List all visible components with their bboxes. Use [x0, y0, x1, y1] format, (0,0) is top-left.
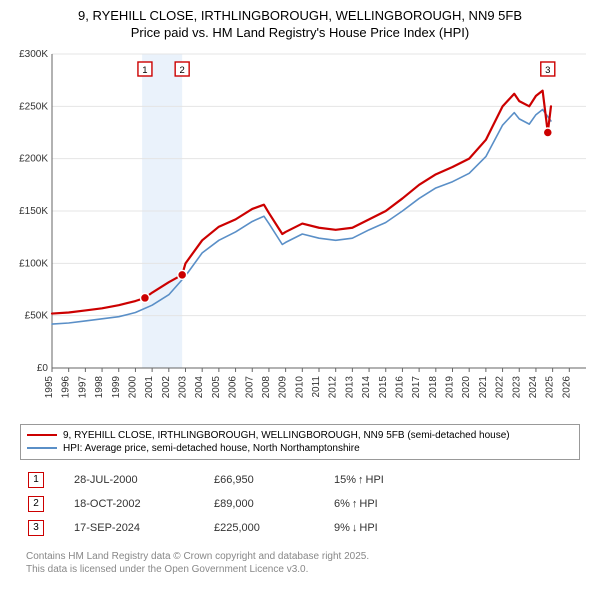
footer-attribution: Contains HM Land Registry data © Crown c…: [26, 550, 590, 576]
marker-number-box: 3: [28, 520, 44, 536]
svg-text:£300K: £300K: [19, 49, 48, 60]
svg-text:2004: 2004: [194, 375, 205, 398]
legend-item: HPI: Average price, semi-detached house,…: [27, 442, 573, 455]
svg-text:2018: 2018: [428, 375, 439, 398]
svg-text:2008: 2008: [261, 375, 272, 398]
footer-line-1: Contains HM Land Registry data © Crown c…: [26, 550, 590, 563]
marker-row: 3 17-SEP-2024 £225,000 9% ↓ HPI: [20, 516, 580, 540]
svg-text:2016: 2016: [394, 375, 405, 398]
marker-row: 1 28-JUL-2000 £66,950 15% ↑ HPI: [20, 468, 580, 492]
svg-text:2011: 2011: [311, 375, 322, 397]
marker-number-box: 2: [28, 496, 44, 512]
svg-text:2022: 2022: [495, 375, 506, 398]
svg-text:2020: 2020: [461, 375, 472, 398]
marker-price: £225,000: [214, 522, 304, 534]
title-line-2: Price paid vs. HM Land Registry's House …: [10, 25, 590, 42]
svg-text:1997: 1997: [77, 375, 88, 398]
marker-date: 28-JUL-2000: [74, 474, 184, 486]
svg-text:2019: 2019: [445, 375, 456, 398]
title-line-1: 9, RYEHILL CLOSE, IRTHLINGBOROUGH, WELLI…: [10, 8, 590, 25]
marker-date: 17-SEP-2024: [74, 522, 184, 534]
sale-marker-table: 1 28-JUL-2000 £66,950 15% ↑ HPI 2 18-OCT-2002…: [20, 468, 580, 540]
svg-text:2010: 2010: [294, 375, 305, 398]
svg-text:2014: 2014: [361, 375, 372, 398]
marker-row: 2 18-OCT-2002 £89,000 6% ↑ HPI: [20, 492, 580, 516]
svg-text:2026: 2026: [561, 375, 572, 398]
svg-text:1998: 1998: [94, 375, 105, 398]
legend-label: 9, RYEHILL CLOSE, IRTHLINGBOROUGH, WELLI…: [63, 430, 510, 441]
svg-text:2017: 2017: [411, 375, 422, 398]
svg-text:2009: 2009: [278, 375, 289, 398]
svg-text:2015: 2015: [378, 375, 389, 398]
marker-price: £89,000: [214, 498, 304, 510]
legend-swatch: [27, 447, 57, 449]
marker-pct: 9% ↓ HPI: [334, 522, 378, 534]
svg-text:£50K: £50K: [25, 310, 49, 321]
marker-price: £66,950: [214, 474, 304, 486]
svg-text:2012: 2012: [328, 375, 339, 398]
legend: 9, RYEHILL CLOSE, IRTHLINGBOROUGH, WELLI…: [20, 424, 580, 460]
svg-text:2006: 2006: [228, 375, 239, 398]
footer-line-2: This data is licensed under the Open Gov…: [26, 563, 590, 576]
svg-text:2005: 2005: [211, 375, 222, 398]
chart-area: £0 £50K £100K £150K £200K £250K £300K 1995 1996 1…: [10, 48, 590, 418]
line-chart: £0 £50K £100K £150K £200K £250K £300K 1995 1996 1…: [10, 48, 590, 418]
svg-text:1999: 1999: [111, 375, 122, 398]
svg-text:£100K: £100K: [19, 258, 48, 269]
svg-text:2021: 2021: [478, 375, 489, 398]
legend-item: 9, RYEHILL CLOSE, IRTHLINGBOROUGH, WELLI…: [27, 429, 573, 442]
marker-date: 18-OCT-2002: [74, 498, 184, 510]
svg-text:2007: 2007: [244, 375, 255, 398]
marker-pct: 6% ↑ HPI: [334, 498, 378, 510]
svg-text:2024: 2024: [528, 375, 539, 398]
legend-label: HPI: Average price, semi-detached house,…: [63, 443, 360, 454]
svg-text:2023: 2023: [511, 375, 522, 398]
svg-text:1996: 1996: [61, 375, 72, 398]
svg-text:2025: 2025: [545, 375, 556, 398]
svg-text:£150K: £150K: [19, 206, 48, 217]
legend-swatch: [27, 434, 57, 436]
svg-text:2001: 2001: [144, 375, 155, 398]
marker-number-box: 1: [28, 472, 44, 488]
svg-text:3: 3: [545, 65, 550, 76]
svg-text:£200K: £200K: [19, 153, 48, 164]
svg-text:2002: 2002: [161, 375, 172, 398]
chart-title: 9, RYEHILL CLOSE, IRTHLINGBOROUGH, WELLI…: [10, 8, 590, 42]
svg-text:2: 2: [180, 65, 185, 76]
svg-text:2013: 2013: [344, 375, 355, 398]
svg-text:£250K: £250K: [19, 101, 48, 112]
svg-text:2003: 2003: [178, 375, 189, 398]
svg-text:1: 1: [142, 65, 147, 76]
svg-text:2000: 2000: [127, 375, 138, 398]
marker-pct: 15% ↑ HPI: [334, 474, 384, 486]
svg-text:1995: 1995: [44, 375, 55, 398]
svg-text:£0: £0: [37, 363, 49, 374]
